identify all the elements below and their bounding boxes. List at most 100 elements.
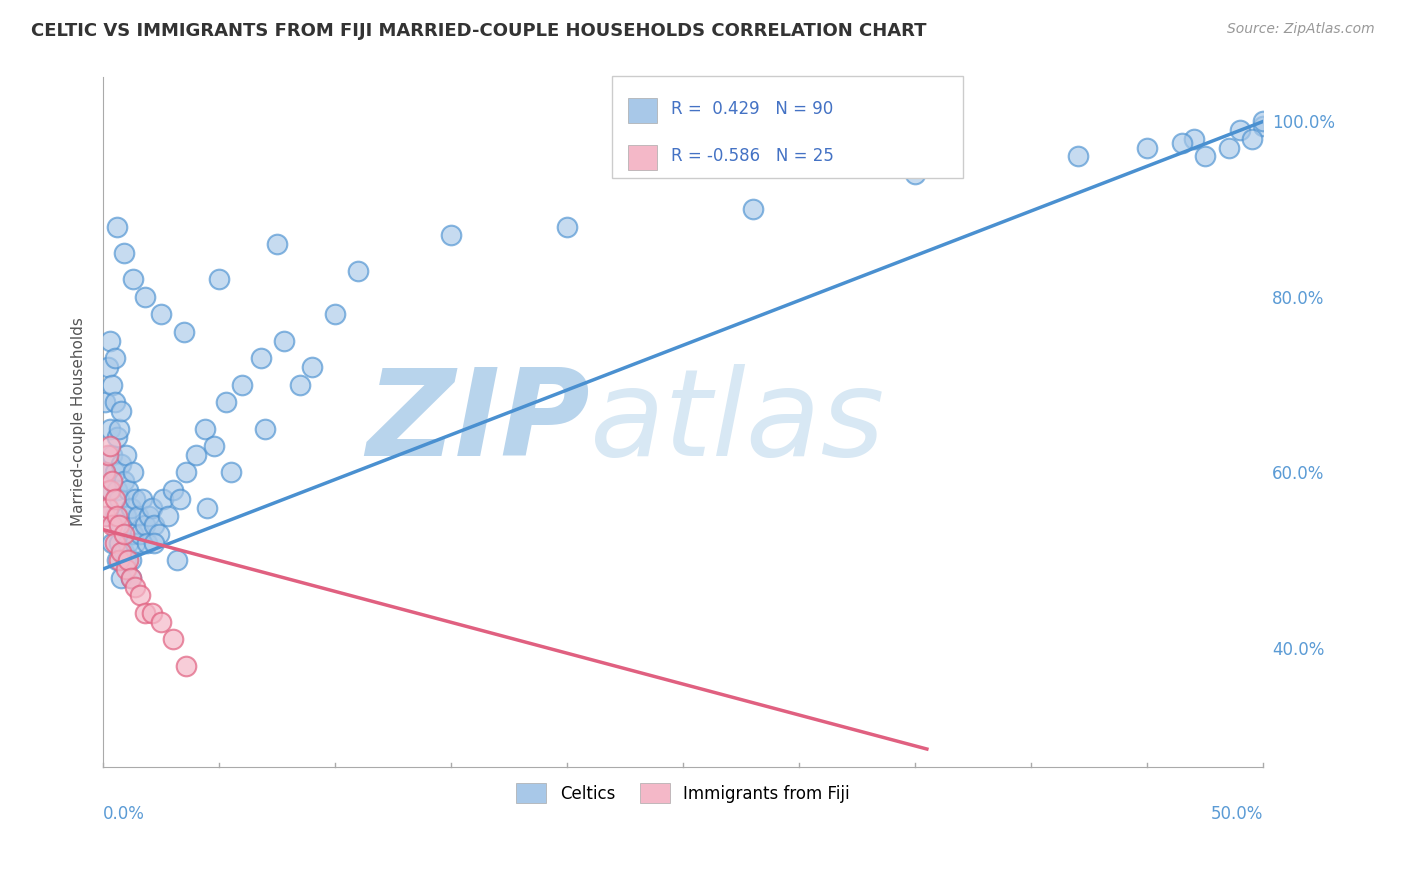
Point [110,404,132,418]
Point [134,290,156,304]
Point [96,500,118,515]
Point [98,334,121,348]
Point [120,571,142,585]
Point [301,360,323,375]
Point [143,535,166,549]
Point [156,509,179,524]
Point [110,457,132,471]
Point [108,421,131,435]
Point [120,553,142,567]
Point [117,535,139,549]
Point [105,430,128,444]
Point [266,237,288,252]
Point [134,518,156,533]
Point [347,263,370,277]
Point [231,377,253,392]
Point [208,272,231,286]
Point [1240,132,1263,146]
Point [120,500,142,515]
Point [129,588,152,602]
Point [124,491,146,506]
Point [110,544,132,558]
Point [101,377,124,392]
Point [105,553,128,567]
Point [101,535,124,549]
Point [105,509,128,524]
Point [98,483,121,497]
Point [148,527,170,541]
Point [112,544,135,558]
Point [741,202,763,216]
Point [1229,123,1251,137]
Point [162,483,184,497]
Point [122,527,145,541]
Point [152,491,174,506]
Point [108,535,131,549]
Point [105,219,128,234]
Point [96,448,118,462]
Point [440,228,463,243]
Point [194,421,217,435]
Point [134,606,156,620]
Point [103,491,125,506]
Point [112,527,135,541]
Point [323,308,346,322]
Point [202,439,225,453]
Point [124,580,146,594]
Point [249,351,271,366]
Point [110,518,132,533]
Point [94,466,117,480]
Point [176,658,198,673]
Point [1182,132,1205,146]
Point [904,167,927,181]
Point [273,334,295,348]
Text: atlas: atlas [591,364,886,481]
Point [108,491,131,506]
Point [115,562,138,576]
Point [122,466,145,480]
Point [127,509,149,524]
Point [101,475,124,489]
Point [103,466,125,480]
Text: R = -0.586   N = 25: R = -0.586 N = 25 [671,147,834,165]
Point [117,553,139,567]
Point [136,535,159,549]
Point [103,395,125,409]
Point [94,466,117,480]
Point [122,272,145,286]
Point [149,308,172,322]
Point [110,571,132,585]
Point [149,615,172,629]
Point [105,483,128,497]
Text: R =  0.429   N = 90: R = 0.429 N = 90 [671,100,832,118]
Point [1253,119,1275,133]
Point [96,360,118,375]
Point [1218,141,1240,155]
Point [141,606,163,620]
Legend: Celtics, Immigrants from Fiji: Celtics, Immigrants from Fiji [509,776,856,810]
Point [129,527,152,541]
Text: Source: ZipAtlas.com: Source: ZipAtlas.com [1227,22,1375,37]
Point [120,571,142,585]
Point [290,377,312,392]
Point [166,553,188,567]
Point [98,483,121,497]
Point [103,351,125,366]
Point [112,246,135,260]
Point [103,509,125,524]
Point [219,466,242,480]
Point [112,475,135,489]
Point [195,500,218,515]
Point [117,483,139,497]
Point [131,491,153,506]
Point [1253,114,1275,128]
Point [98,439,121,453]
Point [101,448,124,462]
Point [1171,136,1194,151]
Point [162,632,184,647]
Point [1136,141,1159,155]
Text: CELTIC VS IMMIGRANTS FROM FIJI MARRIED-COUPLE HOUSEHOLDS CORRELATION CHART: CELTIC VS IMMIGRANTS FROM FIJI MARRIED-C… [31,22,927,40]
Text: ZIP: ZIP [367,364,591,481]
Point [96,509,118,524]
Point [141,500,163,515]
